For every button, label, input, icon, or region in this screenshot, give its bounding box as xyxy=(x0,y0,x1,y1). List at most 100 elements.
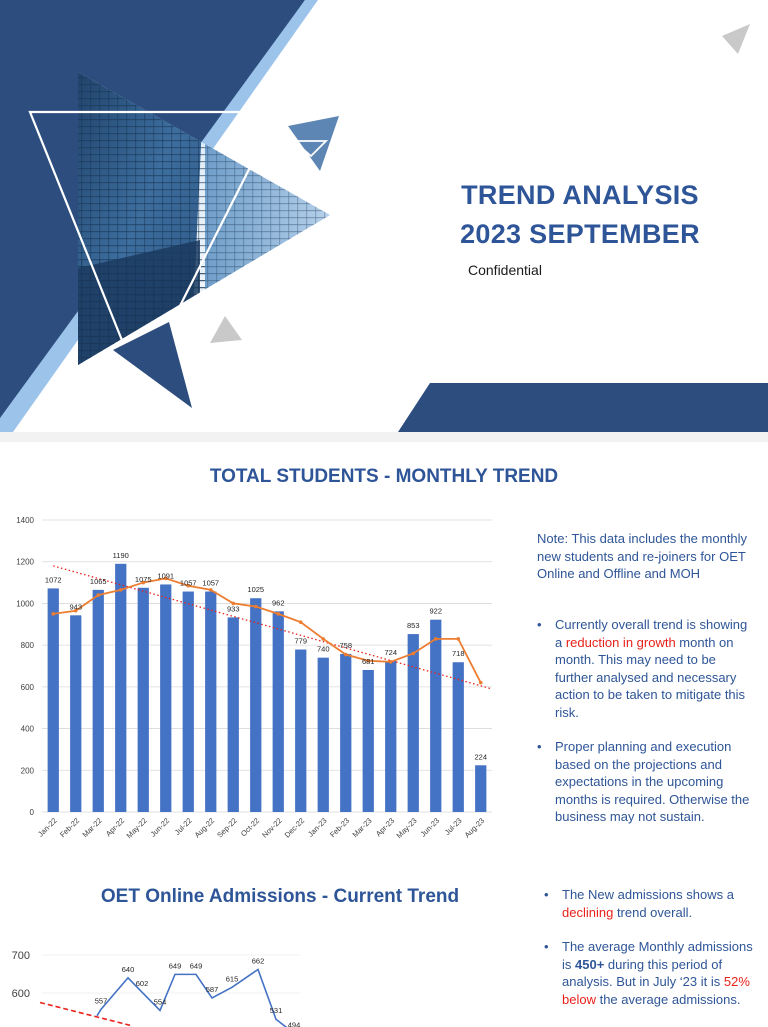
cover-graphics xyxy=(0,0,768,432)
x-tick-label: Jun-22 xyxy=(149,816,172,839)
x-tick-label: Aug-23 xyxy=(463,816,486,839)
grey-triangle-top xyxy=(722,24,750,54)
x-tick-label: Jul-22 xyxy=(173,816,194,837)
data-label: 681 xyxy=(362,657,375,666)
y-tick-label: 200 xyxy=(21,766,35,775)
highlight-red-text: 52% below xyxy=(562,974,750,1007)
y-tick-label: 400 xyxy=(21,725,35,734)
data-label: 922 xyxy=(429,607,442,616)
data-label: 758 xyxy=(339,641,352,650)
bullet-text: Currently overall trend is showing a xyxy=(555,617,748,650)
data-label: 724 xyxy=(384,648,397,657)
y-tick-label: 700 xyxy=(12,950,30,962)
moving-average-point xyxy=(253,604,258,609)
data-label: 649 xyxy=(169,961,182,970)
data-label: 1065 xyxy=(90,577,107,586)
bar xyxy=(475,765,487,812)
x-tick-label: Mar-22 xyxy=(80,816,103,839)
data-label: 649 xyxy=(190,961,203,970)
bullet-text: The average Monthly admissions is xyxy=(562,939,753,972)
bar xyxy=(227,617,239,812)
bar xyxy=(47,588,59,812)
data-label: 1057 xyxy=(202,579,219,588)
y-tick-label: 1400 xyxy=(16,516,34,525)
moving-average-point xyxy=(388,660,393,664)
y-tick-label: 600 xyxy=(21,683,35,692)
moving-average-point xyxy=(433,637,438,641)
admissions-line xyxy=(96,968,288,1027)
trend-bullet-list: Currently overall trend is showing a red… xyxy=(537,616,752,843)
outline-triangle-mini xyxy=(291,140,329,158)
data-label: 1025 xyxy=(247,585,264,594)
bullet-text: Proper planning and execution based on t… xyxy=(555,739,750,824)
moving-average-point xyxy=(118,588,123,592)
x-tick-label: Feb-23 xyxy=(328,816,351,839)
bar xyxy=(115,563,127,812)
bullet-average: The average Monthly admissions is 450+ d… xyxy=(544,938,759,1008)
bullet-text: during this period of analysis. But in J… xyxy=(562,956,724,990)
data-label: 853 xyxy=(407,621,420,630)
data-label: 933 xyxy=(227,604,240,613)
data-label: 1190 xyxy=(113,551,129,560)
moving-average-point xyxy=(321,637,326,641)
data-label: 557 xyxy=(95,996,108,1005)
x-tick-label: Apr-23 xyxy=(374,816,396,838)
bar xyxy=(182,591,194,812)
bullet-declining: The New admissions shows a declining tre… xyxy=(544,886,759,921)
data-label: 602 xyxy=(136,979,149,988)
oet-bullet-list: The New admissions shows a declining tre… xyxy=(544,886,759,1025)
y-tick-label: 800 xyxy=(21,641,35,650)
bullet-planning: Proper planning and execution based on t… xyxy=(537,738,752,826)
bold-text: 450+ xyxy=(575,956,605,972)
moving-average-line xyxy=(53,577,482,684)
x-tick-label: May-23 xyxy=(395,816,419,840)
confidential-label: Confidential xyxy=(468,262,542,278)
bullet-text: The New admissions shows a xyxy=(562,887,734,902)
total-students-chart: 0 200 400 600 800 1000 1200 1400 1072 943 1065 1190… xyxy=(16,516,493,840)
bar xyxy=(272,611,284,812)
moving-average-point xyxy=(366,658,371,663)
bullet-text: trend overall. xyxy=(613,904,693,920)
grey-triangle-mid xyxy=(210,316,242,343)
moving-average-point xyxy=(456,637,461,641)
x-tick-label: Nov-22 xyxy=(260,816,283,839)
x-tick-label: Jun-23 xyxy=(419,816,442,839)
data-label: 531 xyxy=(270,1006,283,1015)
x-tick-label: Sep-22 xyxy=(215,816,238,839)
data-label: 1072 xyxy=(45,575,62,584)
x-tick-label: Jul-23 xyxy=(443,816,464,837)
outline-triangle-small xyxy=(149,50,198,102)
bar xyxy=(385,660,397,812)
note-text: Note: This data includes the monthly new… xyxy=(537,531,748,581)
highlight-red-text: declining xyxy=(562,904,614,920)
cover-slide: TREND ANALYSIS 2023 SEPTEMBER Confidenti… xyxy=(0,0,768,432)
data-label: 640 xyxy=(122,965,135,974)
bullet-text: the average admissions. xyxy=(595,991,741,1007)
moving-average-point xyxy=(231,601,236,606)
bar xyxy=(362,669,374,812)
x-tick-label: Jan-23 xyxy=(306,816,329,839)
x-tick-label: Jan-22 xyxy=(36,816,59,839)
x-tick-label: Oct-22 xyxy=(239,816,261,838)
data-label: 1057 xyxy=(180,579,197,588)
bar xyxy=(92,589,104,812)
trendline xyxy=(39,1001,131,1027)
accent-triangle-blue xyxy=(288,116,339,171)
chart-title-total-students: TOTAL STUDENTS - MONTHLY TREND xyxy=(209,466,559,487)
y-tick-label: 1000 xyxy=(16,599,34,608)
navy-bar-bottom xyxy=(398,383,768,432)
chart-title-oet: OET Online Admissions - Current Trend xyxy=(100,886,460,907)
bar xyxy=(407,634,419,812)
bar xyxy=(70,615,82,812)
data-label: 587 xyxy=(206,985,219,994)
bullet-reduction-growth: Currently overall trend is showing a red… xyxy=(537,616,752,721)
moving-average-point xyxy=(298,620,303,624)
cover-title-line-1: TREND ANALYSIS xyxy=(461,180,699,210)
data-label: 943 xyxy=(69,602,82,611)
data-label: 615 xyxy=(226,974,239,983)
bar xyxy=(430,619,442,812)
moving-average-point xyxy=(96,593,101,597)
y-tick-label: 0 xyxy=(30,808,35,817)
bar xyxy=(452,662,464,812)
